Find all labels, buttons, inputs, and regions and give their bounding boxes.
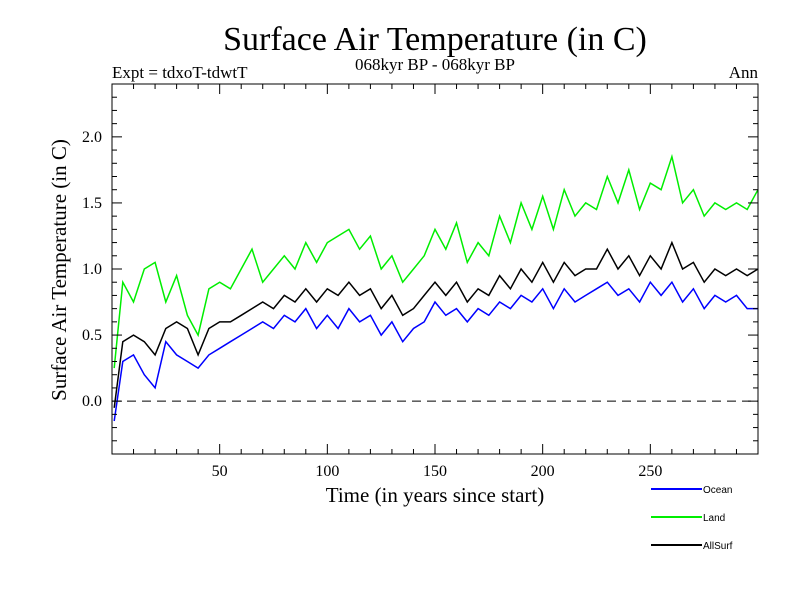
legend-label-allsurf: AllSurf [703,541,733,552]
y-tick-label: 1.0 [82,261,102,278]
x-tick-label: 200 [531,463,555,480]
y-tick-label: 2.0 [82,129,102,146]
x-tick-label: 100 [315,463,339,480]
period-label: 068kyr BP - 068kyr BP [355,55,515,74]
x-axis-label: Time (in years since start) [326,483,545,507]
chart-title: Surface Air Temperature (in C) [223,21,647,58]
experiment-label: Expt = tdxoT-tdwtT [112,63,248,82]
y-tick-label: 0.5 [82,327,102,344]
series-line-allsurf [113,240,759,408]
x-tick-label: 250 [638,463,662,480]
season-label: Ann [729,63,759,82]
y-axis-label: Surface Air Temperature (in C) [47,139,71,401]
series-line-ocean [113,280,758,422]
legend: Ocean Land AllSurf [651,485,733,552]
y-tick-label: 0.0 [82,393,102,410]
legend-label-land: Land [703,513,725,524]
legend-label-ocean: Ocean [703,485,732,496]
series-line-land [113,153,759,369]
axis-ticks: 50 100 150 200 250 0.0 0.5 1.0 1.5 2.0 [82,84,758,480]
x-tick-label: 150 [423,463,447,480]
plot-area [112,153,759,422]
y-tick-label: 1.5 [82,195,102,212]
x-tick-label: 50 [212,463,228,480]
